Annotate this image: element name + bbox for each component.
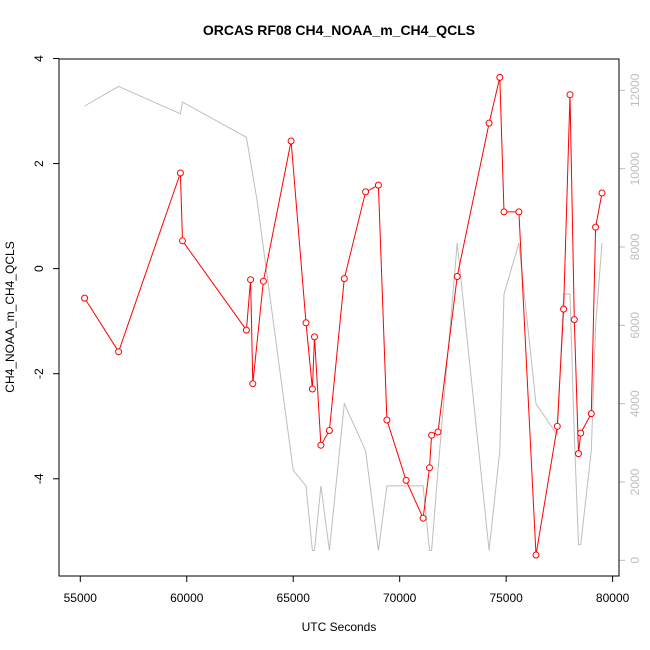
data-point [302, 319, 310, 327]
data-point [176, 169, 184, 177]
x-tick-label: 80000 [596, 591, 630, 605]
data-point [500, 208, 508, 216]
data-point [308, 385, 316, 393]
y2-tick-label: 10000 [628, 152, 642, 186]
data-point [249, 380, 257, 388]
y2-tick-label: 2000 [628, 468, 642, 495]
data-point [402, 476, 410, 484]
data-point [485, 119, 493, 127]
data-point [560, 305, 568, 313]
y-tick-label: -2 [32, 368, 46, 379]
data-point [259, 277, 267, 285]
plot-frame [58, 58, 620, 577]
y-tick-label: 0 [32, 265, 46, 272]
y2-tick-label: 12000 [628, 73, 642, 107]
data-point [340, 275, 348, 283]
data-point [383, 416, 391, 424]
y2-tick-label: 4000 [628, 390, 642, 417]
y2-tick-label: 8000 [628, 233, 642, 260]
y2-tick-label: 6000 [628, 312, 642, 339]
x-tick-label: 70000 [383, 591, 417, 605]
data-point [362, 188, 370, 196]
data-point [242, 326, 250, 334]
data-point [419, 514, 427, 522]
data-point [374, 181, 382, 189]
data-point [515, 208, 523, 216]
data-point [287, 137, 295, 145]
y-axis-label: CH4_NOAA_m_CH4_QCLS [3, 241, 17, 392]
y-tick-label: 4 [32, 55, 46, 62]
chart-title: ORCAS RF08 CH4_NOAA_m_CH4_QCLS [203, 22, 475, 38]
data-point [598, 189, 606, 197]
y-tick-label: -4 [32, 473, 46, 484]
data-point [577, 429, 585, 437]
data-point [247, 276, 255, 284]
data-point [311, 333, 318, 341]
data-point [575, 450, 582, 458]
data-point [325, 427, 333, 434]
y2-tick-label: 0 [628, 557, 642, 564]
data-point [592, 223, 600, 231]
y-tick-label: 2 [32, 160, 46, 167]
data-point [434, 428, 442, 436]
x-axis: 55000 60000 65000 70000 75000 80000 [64, 575, 630, 605]
left-series-group [81, 73, 606, 559]
primary-series-line [84, 77, 603, 556]
data-point [570, 316, 578, 324]
data-point [453, 273, 461, 280]
data-point [115, 348, 123, 356]
x-tick-label: 60000 [170, 591, 204, 605]
x-tick-label: 65000 [277, 591, 311, 605]
data-point [532, 551, 540, 559]
data-point [426, 464, 433, 472]
data-point [428, 431, 436, 439]
data-point [81, 294, 89, 302]
x-tick-label: 75000 [489, 591, 523, 605]
data-point [587, 410, 595, 418]
data-point [179, 237, 186, 245]
x-axis-label: UTC Seconds [302, 620, 377, 634]
x-tick-label: 55000 [64, 591, 98, 605]
data-point [317, 441, 325, 449]
data-point [496, 73, 504, 81]
data-point [566, 91, 574, 99]
data-point [553, 422, 561, 430]
